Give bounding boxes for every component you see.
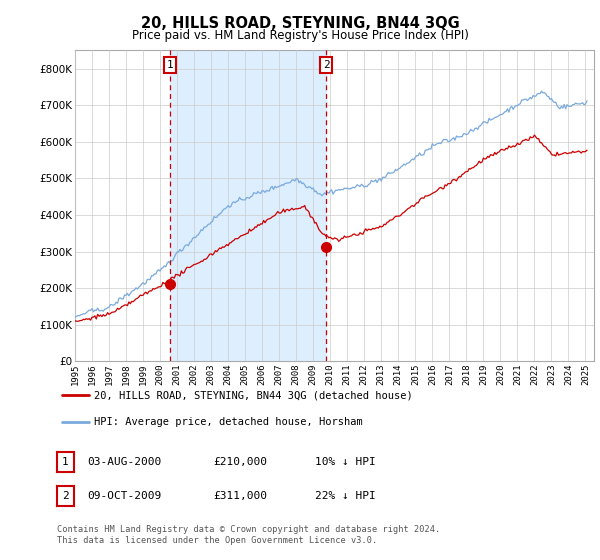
Text: 09-OCT-2009: 09-OCT-2009 bbox=[87, 491, 161, 501]
Text: Price paid vs. HM Land Registry's House Price Index (HPI): Price paid vs. HM Land Registry's House … bbox=[131, 29, 469, 42]
Text: 20, HILLS ROAD, STEYNING, BN44 3QG: 20, HILLS ROAD, STEYNING, BN44 3QG bbox=[140, 16, 460, 31]
Text: 1: 1 bbox=[167, 60, 173, 70]
Text: 1: 1 bbox=[62, 458, 69, 467]
Text: 20, HILLS ROAD, STEYNING, BN44 3QG (detached house): 20, HILLS ROAD, STEYNING, BN44 3QG (deta… bbox=[94, 390, 413, 400]
Text: £311,000: £311,000 bbox=[213, 491, 267, 501]
Text: 2: 2 bbox=[323, 60, 330, 70]
Text: 03-AUG-2000: 03-AUG-2000 bbox=[87, 457, 161, 467]
Text: £210,000: £210,000 bbox=[213, 457, 267, 467]
Text: 22% ↓ HPI: 22% ↓ HPI bbox=[315, 491, 376, 501]
Text: 10% ↓ HPI: 10% ↓ HPI bbox=[315, 457, 376, 467]
Text: HPI: Average price, detached house, Horsham: HPI: Average price, detached house, Hors… bbox=[94, 417, 362, 427]
Text: 2: 2 bbox=[62, 491, 69, 501]
Text: Contains HM Land Registry data © Crown copyright and database right 2024.
This d: Contains HM Land Registry data © Crown c… bbox=[57, 525, 440, 545]
